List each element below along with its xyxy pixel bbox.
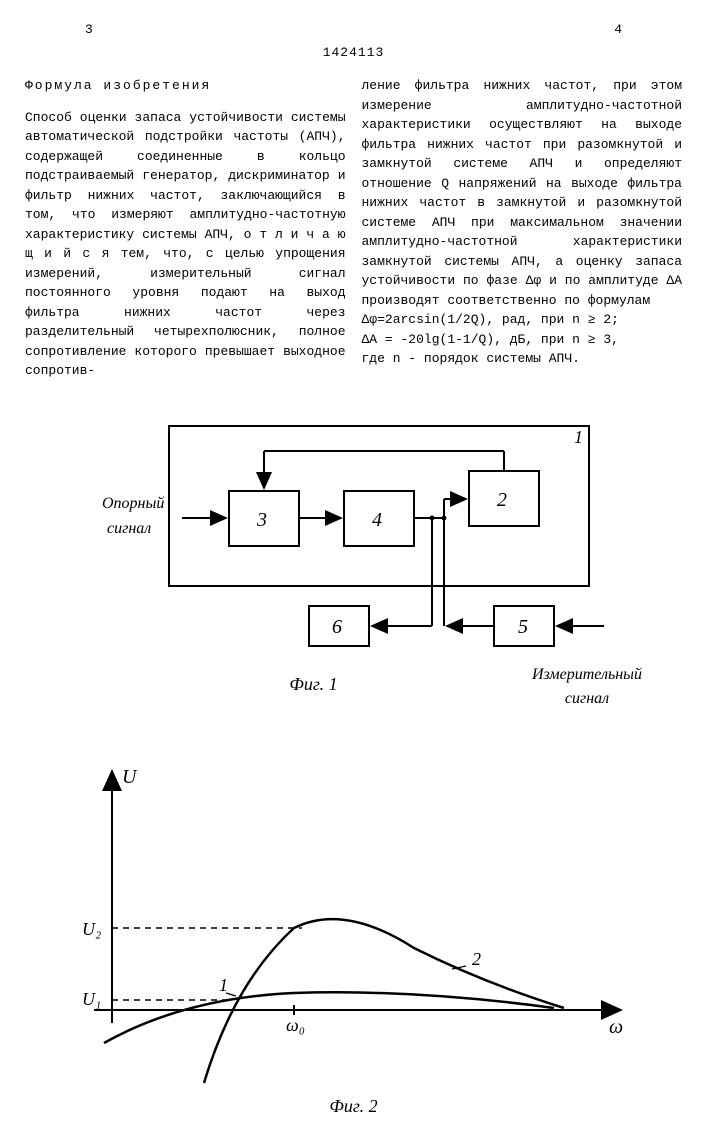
formula-2: ΔA = -20lg(1-1/Q), дБ, при n ≥ 3,	[362, 330, 683, 350]
col-num-left: 3	[85, 20, 93, 40]
node-dot1	[429, 515, 434, 520]
figure-1: 1 3 4 2 6 5	[25, 411, 682, 698]
left-column: Формула изобретения Способ оценки запаса…	[25, 76, 346, 381]
curve1-label: 1	[219, 975, 228, 995]
block1-label: 1	[574, 427, 583, 447]
patent-number: 1424113	[25, 43, 682, 63]
fig2-label: Фиг. 2	[25, 1093, 682, 1120]
figure-2: U ω U₂ U₁ ω₀ 1 2 Фиг. 2	[25, 753, 682, 1120]
fig1-svg: 1 3 4 2 6 5	[74, 411, 634, 671]
left-text: Способ оценки запаса устойчивости систем…	[25, 108, 346, 381]
block5-label: 5	[518, 616, 528, 638]
right-column: ление фильтра нижних частот, при этом из…	[362, 76, 683, 381]
x-label: ω	[609, 1016, 623, 1038]
block3-label: 3	[256, 509, 267, 531]
block6-label: 6	[332, 616, 342, 638]
meas-label: Измерительныйсигнал	[532, 663, 642, 711]
fig2-svg: U ω U₂ U₁ ω₀ 1 2	[64, 753, 644, 1093]
col-num-right: 4	[614, 20, 622, 40]
formula-1: Δφ=2arcsin(1/2Q), рад, при n ≥ 2;	[362, 310, 683, 330]
block4-label: 4	[372, 509, 382, 531]
text-columns: Формула изобретения Способ оценки запаса…	[25, 76, 682, 381]
formula-3: где n - порядок системы АПЧ.	[362, 349, 683, 369]
input-label-2: сигнал	[107, 520, 151, 537]
curve-2	[204, 919, 564, 1083]
y-label: U	[122, 766, 138, 788]
input-label-1: Опорный	[102, 495, 164, 512]
formula-heading: Формула изобретения	[25, 76, 346, 96]
u1-label: U₁	[82, 989, 101, 1009]
node-dot2	[441, 515, 446, 520]
w0-label: ω₀	[286, 1015, 305, 1035]
block2-label: 2	[497, 489, 507, 511]
right-text: ление фильтра нижних частот, при этом из…	[362, 76, 683, 310]
u2-label: U₂	[82, 919, 101, 939]
curve2-label: 2	[472, 949, 481, 969]
